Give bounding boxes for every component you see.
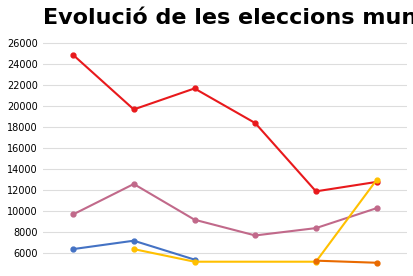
PSC xyxy=(313,190,318,193)
PSC xyxy=(373,180,378,184)
PSC xyxy=(192,87,197,90)
PP xyxy=(373,178,378,181)
Others xyxy=(373,261,378,264)
CiU/JxL xyxy=(192,218,197,221)
PSC xyxy=(70,53,75,57)
ERC xyxy=(192,258,197,261)
Line: ERC: ERC xyxy=(71,238,197,262)
CiU/JxL xyxy=(70,213,75,216)
CiU/JxL xyxy=(131,182,136,186)
Line: CiU/JxL: CiU/JxL xyxy=(71,182,378,238)
Text: Evolució de les eleccions municipals: Evolució de les eleccions municipals xyxy=(43,7,413,28)
CiU/JxL xyxy=(252,234,257,237)
ERC xyxy=(131,239,136,242)
PP xyxy=(131,248,136,251)
PSC xyxy=(131,108,136,111)
PSC xyxy=(252,121,257,125)
Line: PP: PP xyxy=(131,177,378,264)
Others xyxy=(313,259,318,262)
PP xyxy=(192,260,197,263)
CiU/JxL xyxy=(313,226,318,230)
CiU/JxL xyxy=(373,206,378,210)
PP xyxy=(313,260,318,263)
Line: PSC: PSC xyxy=(71,52,378,194)
Line: Others: Others xyxy=(313,258,378,265)
ERC xyxy=(70,248,75,251)
